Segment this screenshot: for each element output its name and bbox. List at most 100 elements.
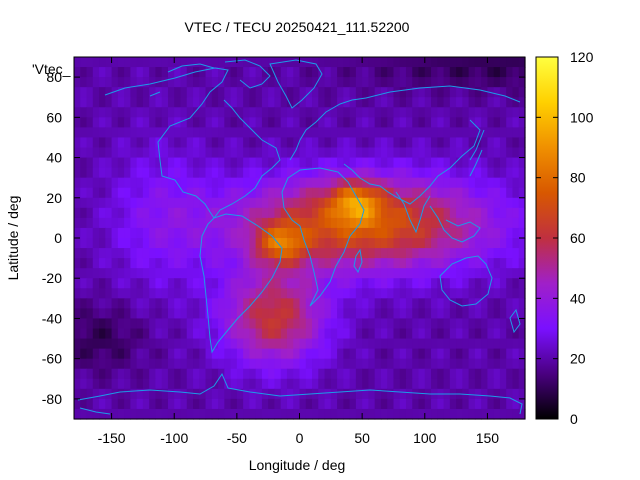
heatmap-cell: [211, 67, 219, 78]
heatmap-cell: [493, 167, 501, 179]
heatmap-cell: [268, 368, 276, 380]
heatmap-cell: [368, 97, 376, 108]
heatmap-cell: [149, 348, 157, 360]
heatmap-cell: [374, 298, 382, 309]
heatmap-cell: [293, 57, 301, 68]
heatmap-cell: [380, 388, 388, 400]
heatmap-cell: [362, 167, 369, 179]
heatmap-cell: [474, 187, 482, 199]
heatmap-cell: [130, 207, 138, 219]
heatmap-cell: [293, 127, 301, 139]
heatmap-cell: [224, 298, 232, 309]
heatmap-cell: [142, 67, 150, 78]
heatmap-cell: [249, 258, 257, 269]
heatmap-cell: [293, 97, 301, 108]
heatmap-cell: [218, 238, 225, 249]
heatmap-cell: [111, 258, 119, 269]
heatmap-cell: [362, 127, 369, 139]
heatmap-cell: [474, 268, 482, 279]
heatmap-cell: [349, 147, 357, 159]
heatmap-cell: [362, 238, 369, 249]
heatmap-cell: [399, 97, 407, 108]
heatmap-cell: [506, 147, 514, 159]
heatmap-cell: [305, 358, 313, 370]
heatmap-cell: [86, 338, 94, 350]
heatmap-cell: [161, 97, 169, 108]
heatmap-cell: [286, 187, 294, 199]
heatmap-cell: [305, 197, 313, 209]
heatmap-cell: [443, 318, 451, 330]
heatmap-cell: [224, 87, 232, 98]
heatmap-cell: [74, 248, 81, 259]
heatmap-cell: [230, 167, 238, 179]
heatmap-cell: [105, 217, 113, 229]
heatmap-cell: [449, 368, 457, 380]
heatmap-cell: [193, 298, 200, 309]
heatmap-cell: [487, 268, 495, 279]
heatmap-cell: [324, 408, 332, 420]
heatmap-cell: [86, 328, 94, 340]
heatmap-cell: [193, 127, 200, 139]
heatmap-cell: [481, 107, 489, 118]
heatmap-cell: [299, 157, 307, 169]
heatmap-cell: [161, 117, 169, 128]
heatmap-cell: [224, 207, 232, 219]
heatmap-cell: [506, 137, 514, 149]
heatmap-cell: [431, 378, 438, 390]
heatmap-cell: [92, 328, 100, 340]
heatmap-cell: [249, 288, 257, 299]
heatmap-cell: [161, 207, 169, 219]
heatmap-cell: [456, 328, 463, 340]
heatmap-cell: [337, 318, 344, 330]
heatmap-cell: [318, 167, 326, 179]
heatmap-cell: [399, 57, 407, 68]
heatmap-cell: [512, 258, 520, 269]
heatmap-cell: [305, 298, 313, 309]
heatmap-cell: [274, 227, 282, 239]
heatmap-cell: [456, 268, 463, 279]
heatmap-cell: [324, 187, 332, 199]
heatmap-cell: [393, 127, 401, 139]
heatmap-cell: [167, 197, 175, 209]
heatmap-cell: [424, 137, 432, 149]
heatmap-cell: [130, 238, 138, 249]
heatmap-cell: [92, 137, 100, 149]
heatmap-cell: [249, 328, 257, 340]
heatmap-cell: [105, 147, 113, 159]
heatmap-cell: [449, 358, 457, 370]
heatmap-cell: [142, 388, 150, 400]
heatmap-cell: [418, 167, 426, 179]
heatmap-cell: [506, 258, 514, 269]
heatmap-cell: [193, 288, 200, 299]
heatmap-cell: [299, 147, 307, 159]
heatmap-cell: [424, 87, 432, 98]
heatmap-cell: [167, 77, 175, 88]
coastline-europe: [289, 97, 367, 161]
heatmap-cell: [399, 348, 407, 360]
heatmap-cell: [174, 408, 182, 420]
heatmap-cell: [286, 278, 294, 289]
heatmap-cell: [405, 157, 413, 169]
heatmap-cell: [161, 308, 169, 320]
heatmap-cell: [136, 328, 144, 340]
heatmap-cell: [99, 408, 106, 420]
heatmap-cell: [424, 338, 432, 350]
heatmap-cell: [211, 408, 219, 420]
heatmap-cell: [180, 378, 188, 390]
heatmap-cell: [412, 147, 420, 159]
heatmap-cell: [186, 207, 194, 219]
heatmap-cell: [468, 248, 476, 259]
heatmap-cell: [167, 248, 175, 259]
heatmap-cell: [117, 137, 125, 149]
heatmap-cell: [349, 368, 357, 380]
heatmap-cell: [199, 318, 207, 330]
heatmap-cell: [124, 398, 131, 410]
heatmap-cell: [337, 77, 344, 88]
heatmap-cell: [111, 378, 119, 390]
heatmap-cell: [80, 107, 88, 118]
heatmap-cell: [280, 177, 288, 189]
heatmap-cell: [443, 207, 451, 219]
heatmap-cell: [74, 107, 81, 118]
heatmap-cell: [481, 318, 489, 330]
heatmap-cell: [124, 238, 131, 249]
